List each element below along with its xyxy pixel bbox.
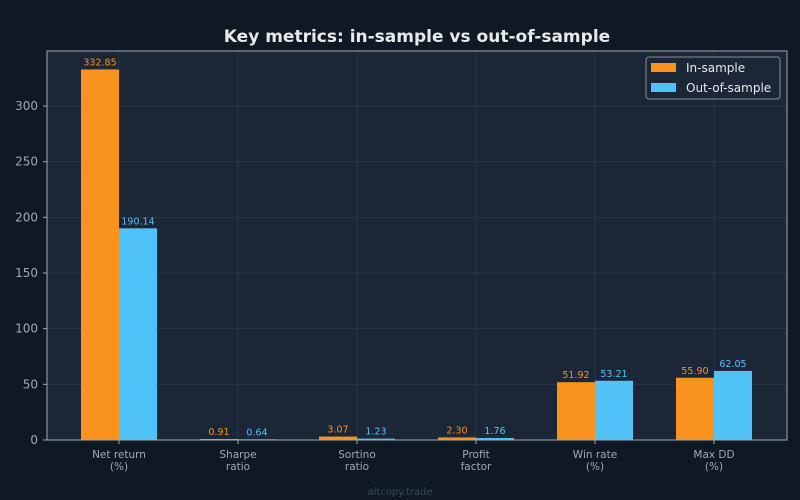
y-tick-label: 200 xyxy=(15,210,38,224)
x-tick-label: ratio xyxy=(345,461,369,473)
bars: 332.85 0.91 3.07 2.30 51.92 55.90 190.14 0.64 1.… xyxy=(81,57,752,441)
bar-out-of-sample xyxy=(714,370,752,440)
x-tick-label: Max DD xyxy=(693,449,734,461)
data-label: 53.21 xyxy=(600,369,627,380)
chart-title: Key metrics: in-sample vs out-of-sample xyxy=(224,27,610,47)
x-tick-label: Win rate xyxy=(573,449,617,461)
legend-swatch xyxy=(651,63,676,72)
data-label: 1.76 xyxy=(484,426,505,437)
bar-out-of-sample xyxy=(595,380,633,440)
x-tick-label: (%) xyxy=(705,461,723,473)
data-label: 51.92 xyxy=(562,370,589,381)
bar-in-sample xyxy=(557,382,595,440)
bar-out-of-sample xyxy=(357,438,395,440)
y-tick-label: 300 xyxy=(15,99,38,113)
plot-frame xyxy=(46,50,788,441)
y-tick-label: 0 xyxy=(30,433,38,447)
y-tick-label: 50 xyxy=(23,377,38,391)
x-tick-label: (%) xyxy=(110,461,128,473)
plot-area xyxy=(47,51,787,440)
bar-out-of-sample xyxy=(119,228,157,440)
x-tick-label: Profit xyxy=(462,449,489,461)
legend: In-sample Out-of-sample xyxy=(645,56,781,100)
legend-label: In-sample xyxy=(686,61,745,75)
bar-in-sample xyxy=(676,377,714,440)
legend-swatch xyxy=(651,83,676,92)
x-tick-label: ratio xyxy=(226,461,250,473)
bar-out-of-sample xyxy=(476,438,514,440)
y-tick-label: 100 xyxy=(15,322,38,336)
x-tick-label: Sortino xyxy=(338,449,376,461)
x-tick-label: factor xyxy=(461,461,492,473)
data-label: 0.64 xyxy=(246,427,267,438)
data-label: 3.07 xyxy=(327,425,348,436)
x-tick-label: Sharpe xyxy=(219,449,256,461)
data-label: 0.91 xyxy=(208,427,229,438)
data-label: 2.30 xyxy=(446,425,467,436)
y-tick-label: 150 xyxy=(15,266,38,280)
bar-in-sample xyxy=(319,436,357,440)
bar-in-sample xyxy=(200,438,238,440)
data-label: 332.85 xyxy=(83,57,116,68)
x-tick-label: (%) xyxy=(586,461,604,473)
bar-in-sample xyxy=(438,437,476,440)
legend-label: Out-of-sample xyxy=(686,81,771,95)
legend-box xyxy=(645,56,781,100)
data-label: 55.90 xyxy=(681,366,708,377)
data-label: 1.23 xyxy=(365,427,386,438)
watermark: altcopy.trade xyxy=(367,487,432,498)
y-tick-label: 250 xyxy=(15,155,38,169)
bar-in-sample xyxy=(81,69,119,441)
data-label: 62.05 xyxy=(719,359,746,370)
x-tick-label: Net return xyxy=(92,449,146,461)
data-label: 190.14 xyxy=(121,216,154,227)
